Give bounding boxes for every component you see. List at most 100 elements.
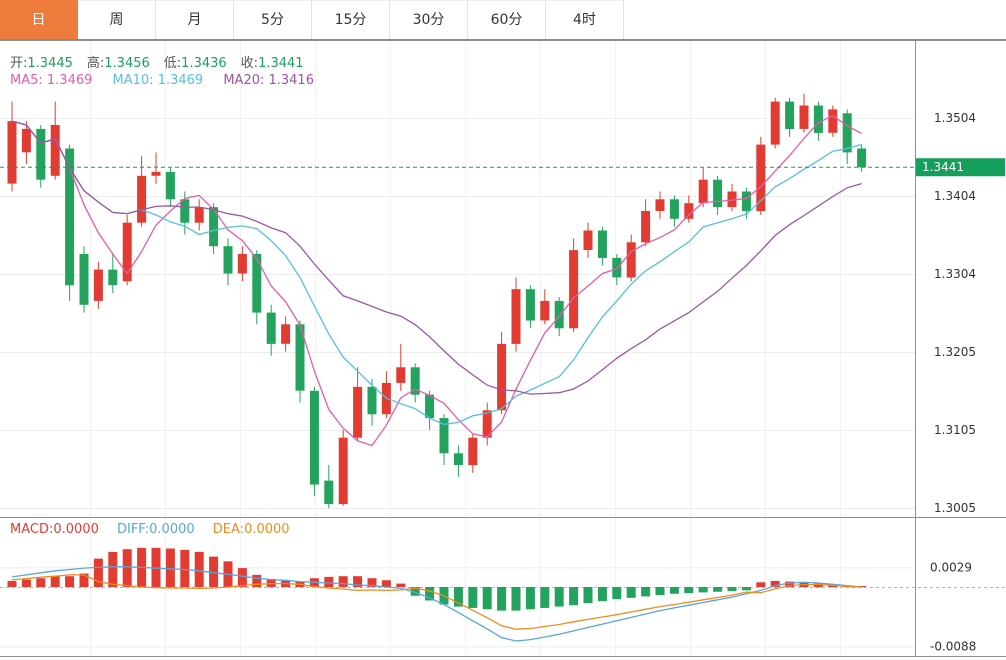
- candle-body: [266, 312, 276, 344]
- tab-5min[interactable]: 5分: [234, 0, 312, 39]
- macd-hist-bar: [813, 583, 823, 587]
- macd-hist-bar: [396, 583, 406, 587]
- macd-hist-bar: [194, 551, 204, 587]
- candle-body: [252, 254, 262, 313]
- macd-axis-label: -0.0088: [930, 639, 976, 653]
- candle-body: [36, 128, 46, 180]
- candle-body: [669, 199, 679, 219]
- candle-body: [338, 437, 348, 505]
- open-value: 1.3445: [27, 56, 73, 71]
- current-price-tag-text: 1.3441: [922, 160, 964, 174]
- ma10-legend: MA10: 1.3469: [112, 73, 204, 88]
- macd-hist-bar: [641, 587, 651, 597]
- tab-monthly[interactable]: 月: [156, 0, 234, 39]
- candle-body: [828, 109, 838, 133]
- macd-hist-bar: [482, 587, 492, 610]
- candle-body: [626, 242, 636, 278]
- macd-hist-bar: [209, 556, 219, 587]
- macd-hist-bar: [669, 587, 679, 594]
- high-label: 高:: [86, 56, 105, 71]
- tab-4hour[interactable]: 4时: [546, 0, 624, 39]
- macd-hist-bar: [554, 587, 564, 607]
- macd-hist-bar: [151, 547, 161, 587]
- macd-hist-bar: [50, 576, 60, 587]
- ma-legend: MA5: 1.3469 MA10: 1.3469 MA20: 1.3416: [10, 73, 314, 88]
- candle-body: [108, 269, 118, 286]
- macd-hist-bar: [165, 548, 175, 587]
- close-value: 1.3441: [258, 56, 304, 71]
- candle-body: [7, 121, 17, 184]
- price-axis-label: 1.3205: [934, 345, 976, 359]
- low-label: 低:: [163, 56, 182, 71]
- candle-body: [21, 128, 31, 153]
- macd-hist-bar: [453, 587, 463, 607]
- macd-hist-bar: [65, 576, 75, 587]
- candle-body: [727, 191, 737, 208]
- macd-hist-bar: [93, 558, 103, 587]
- candle-body: [151, 171, 161, 176]
- diff-line: [11, 566, 862, 642]
- macd-hist-bar: [727, 587, 737, 592]
- macd-value-legend: MACD:0.0000: [10, 522, 99, 537]
- macd-hist-bar: [21, 579, 31, 587]
- candle-body: [309, 390, 319, 485]
- macd-hist-bar: [626, 587, 636, 598]
- candle-body: [353, 386, 363, 438]
- macd-axis-label: 0.0029: [930, 560, 972, 574]
- macd-legend: MACD:0.0000 DIFF:0.0000 DEA:0.0000: [10, 522, 290, 537]
- tab-daily[interactable]: 日: [0, 0, 78, 39]
- dea-line: [11, 574, 862, 630]
- ohlc-legend: 开:1.3445 高:1.3456 低:1.3436 收:1.3441: [10, 52, 318, 71]
- macd-hist-bar: [583, 587, 593, 604]
- candle-body: [741, 191, 751, 211]
- candle-body: [583, 230, 593, 250]
- candle-body: [525, 289, 535, 321]
- macd-hist-bar: [684, 587, 694, 594]
- candle-body: [713, 179, 723, 208]
- tab-60min[interactable]: 60分: [468, 0, 546, 39]
- candle-body: [295, 324, 305, 391]
- macd-hist-bar: [468, 587, 478, 608]
- diff-value-legend: DIFF:0.0000: [116, 522, 195, 537]
- candle-body: [165, 171, 175, 200]
- low-value: 1.3436: [181, 56, 227, 71]
- macd-hist-bar: [597, 587, 607, 602]
- tab-15min[interactable]: 15分: [312, 0, 390, 39]
- candle-body: [425, 394, 435, 419]
- open-label: 开:: [10, 56, 28, 71]
- tab-weekly[interactable]: 周: [78, 0, 156, 39]
- candle-body: [79, 254, 89, 305]
- candle-body: [396, 367, 406, 383]
- candle-body: [410, 367, 420, 395]
- macd-hist-bar: [540, 587, 550, 608]
- candle-body: [554, 300, 564, 329]
- price-axis-label: 1.3404: [934, 189, 976, 203]
- dea-value-legend: DEA:0.0000: [212, 522, 290, 537]
- tab-30min[interactable]: 30分: [390, 0, 468, 39]
- current-price-tag: [916, 158, 1005, 177]
- candle-body: [50, 125, 60, 176]
- candle-body: [281, 324, 291, 344]
- macd-hist-bar: [828, 584, 838, 587]
- candle-body: [655, 199, 665, 211]
- macd-hist-bar: [410, 587, 420, 596]
- macd-hist-bar: [122, 549, 132, 587]
- ma5-line: [11, 114, 862, 447]
- candle-body: [65, 148, 75, 286]
- candle-body: [770, 101, 780, 145]
- macd-hist-bar: [252, 574, 262, 587]
- macd-hist-bar: [79, 573, 89, 587]
- timeframe-tabbar: 日周月 5分 15分 30分 60分 4时: [0, 0, 1006, 40]
- candle-body: [511, 289, 521, 344]
- close-label: 收:: [240, 56, 259, 71]
- macd-hist-bar: [237, 568, 247, 587]
- candle-body: [324, 480, 334, 504]
- macd-hist-bar: [511, 587, 521, 611]
- candle-body: [93, 269, 103, 301]
- candle-body: [597, 230, 607, 258]
- macd-hist-bar: [525, 587, 535, 610]
- candle-body: [497, 343, 507, 411]
- candle-body: [439, 418, 449, 454]
- ma10-line: [11, 120, 862, 426]
